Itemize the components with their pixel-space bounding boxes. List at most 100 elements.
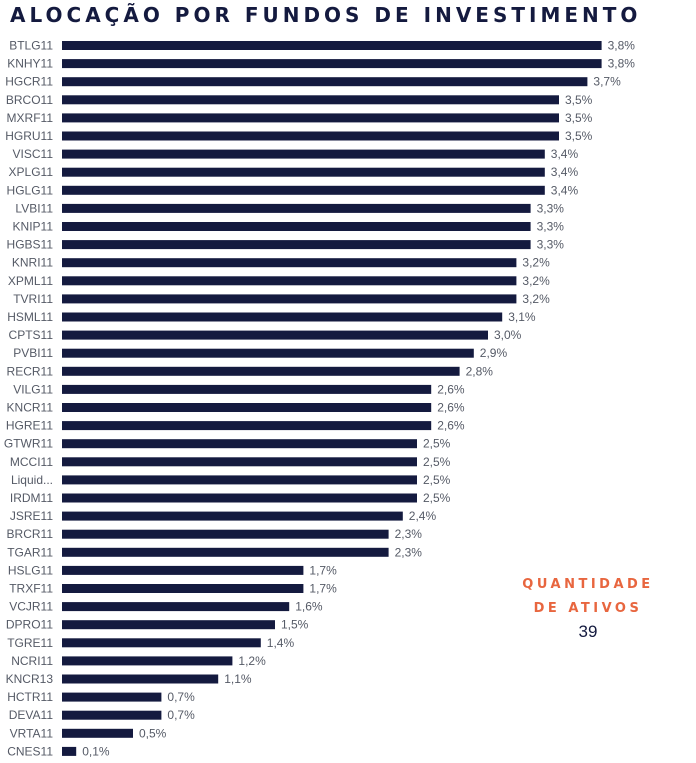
bar [62, 59, 602, 69]
bar [62, 529, 389, 539]
value-label: 1,5% [281, 618, 309, 632]
category-label: VRTA11 [10, 726, 54, 740]
bar [62, 638, 261, 648]
value-label: 3,5% [565, 129, 593, 143]
category-label: KNRI11 [12, 256, 53, 270]
value-label: 3,2% [522, 274, 550, 288]
category-label: TVRI11 [13, 292, 53, 306]
value-label: 1,2% [238, 654, 266, 668]
bar [62, 131, 559, 141]
quantity-value: 39 [578, 622, 598, 641]
bar [62, 41, 602, 50]
bar [62, 240, 531, 250]
bar [62, 77, 588, 87]
category-label: HGRU11 [5, 129, 53, 143]
bar [62, 602, 290, 612]
value-label: 3,8% [608, 57, 636, 71]
value-label: 2,4% [409, 509, 437, 523]
bar [62, 258, 517, 268]
bar [62, 167, 545, 177]
value-label: 2,5% [423, 437, 451, 451]
category-label: Liquid... [11, 473, 53, 487]
value-label: 2,9% [480, 346, 508, 360]
category-label: JSRE11 [10, 509, 53, 523]
value-label: 3,2% [522, 256, 550, 270]
category-label: BRCR11 [7, 527, 54, 541]
value-label: 3,3% [537, 220, 565, 234]
bar [62, 710, 162, 720]
bar [62, 95, 559, 105]
category-label: HGBS11 [7, 238, 54, 252]
bar [62, 348, 474, 358]
category-label: GTWR11 [4, 437, 53, 451]
category-label: DEVA11 [9, 708, 54, 722]
category-label: DPRO11 [6, 618, 53, 632]
value-label: 3,8% [608, 39, 636, 53]
value-label: 3,4% [551, 183, 579, 197]
category-label: RECR11 [7, 364, 54, 378]
category-label: KNCR11 [7, 401, 54, 415]
category-label: KNCR13 [6, 672, 54, 686]
value-label: 2,8% [466, 364, 494, 378]
category-label: HSML11 [7, 310, 53, 324]
bar [62, 113, 559, 123]
bar [62, 728, 133, 738]
category-label: KNIP11 [13, 220, 54, 234]
value-label: 3,4% [551, 147, 579, 161]
value-label: 2,6% [437, 419, 465, 433]
bar [62, 403, 432, 412]
value-label: 0,5% [139, 726, 167, 740]
bar [62, 421, 432, 431]
value-label: 2,3% [395, 527, 423, 541]
value-label: 3,4% [551, 165, 579, 179]
category-label: MXRF11 [7, 111, 54, 125]
value-label: 3,5% [565, 93, 593, 107]
value-label: 0,1% [82, 744, 110, 758]
bar [62, 384, 432, 394]
value-label: 2,6% [437, 401, 465, 415]
bar [62, 222, 531, 231]
category-label: CPTS11 [9, 328, 54, 342]
category-label: BRCO11 [6, 93, 53, 107]
category-label: TGRE11 [7, 636, 53, 650]
category-label: XPML11 [8, 274, 53, 288]
category-label: HGRE11 [6, 419, 53, 433]
value-label: 3,7% [593, 75, 621, 89]
bar [62, 493, 417, 503]
category-label: XPLG11 [9, 165, 54, 179]
bar [62, 692, 162, 702]
bar [62, 475, 417, 485]
category-label: LVBI11 [15, 201, 53, 215]
category-label: VCJR11 [9, 600, 53, 614]
chart-title: ALOCAÇÃO POR FUNDOS DE INVESTIMENTO [10, 3, 642, 27]
bar [62, 439, 417, 449]
bar [62, 656, 233, 666]
value-label: 2,5% [423, 455, 451, 469]
value-label: 2,5% [423, 491, 451, 505]
category-label: BTLG11 [9, 39, 53, 53]
category-label: HCTR11 [7, 690, 53, 704]
bar [62, 620, 275, 630]
value-label: 1,1% [224, 672, 252, 686]
value-label: 3,0% [494, 328, 522, 342]
bar [62, 312, 503, 322]
value-label: 0,7% [167, 690, 195, 704]
quantity-label-line2: DE ATIVOS [533, 601, 643, 616]
value-label: 1,7% [309, 582, 337, 596]
category-label: HGCR11 [5, 75, 53, 89]
bar [62, 674, 219, 684]
bar [62, 276, 517, 286]
value-label: 3,3% [537, 201, 565, 215]
value-label: 3,5% [565, 111, 593, 125]
category-label: PVBI11 [13, 346, 53, 360]
bar [62, 511, 403, 521]
bar [62, 149, 545, 159]
value-label: 3,2% [522, 292, 550, 306]
value-label: 2,3% [395, 545, 423, 559]
bar [62, 565, 304, 575]
value-label: 1,7% [309, 563, 337, 577]
category-label: VISC11 [13, 147, 54, 161]
category-label: IRDM11 [10, 491, 53, 505]
bar [62, 330, 488, 340]
